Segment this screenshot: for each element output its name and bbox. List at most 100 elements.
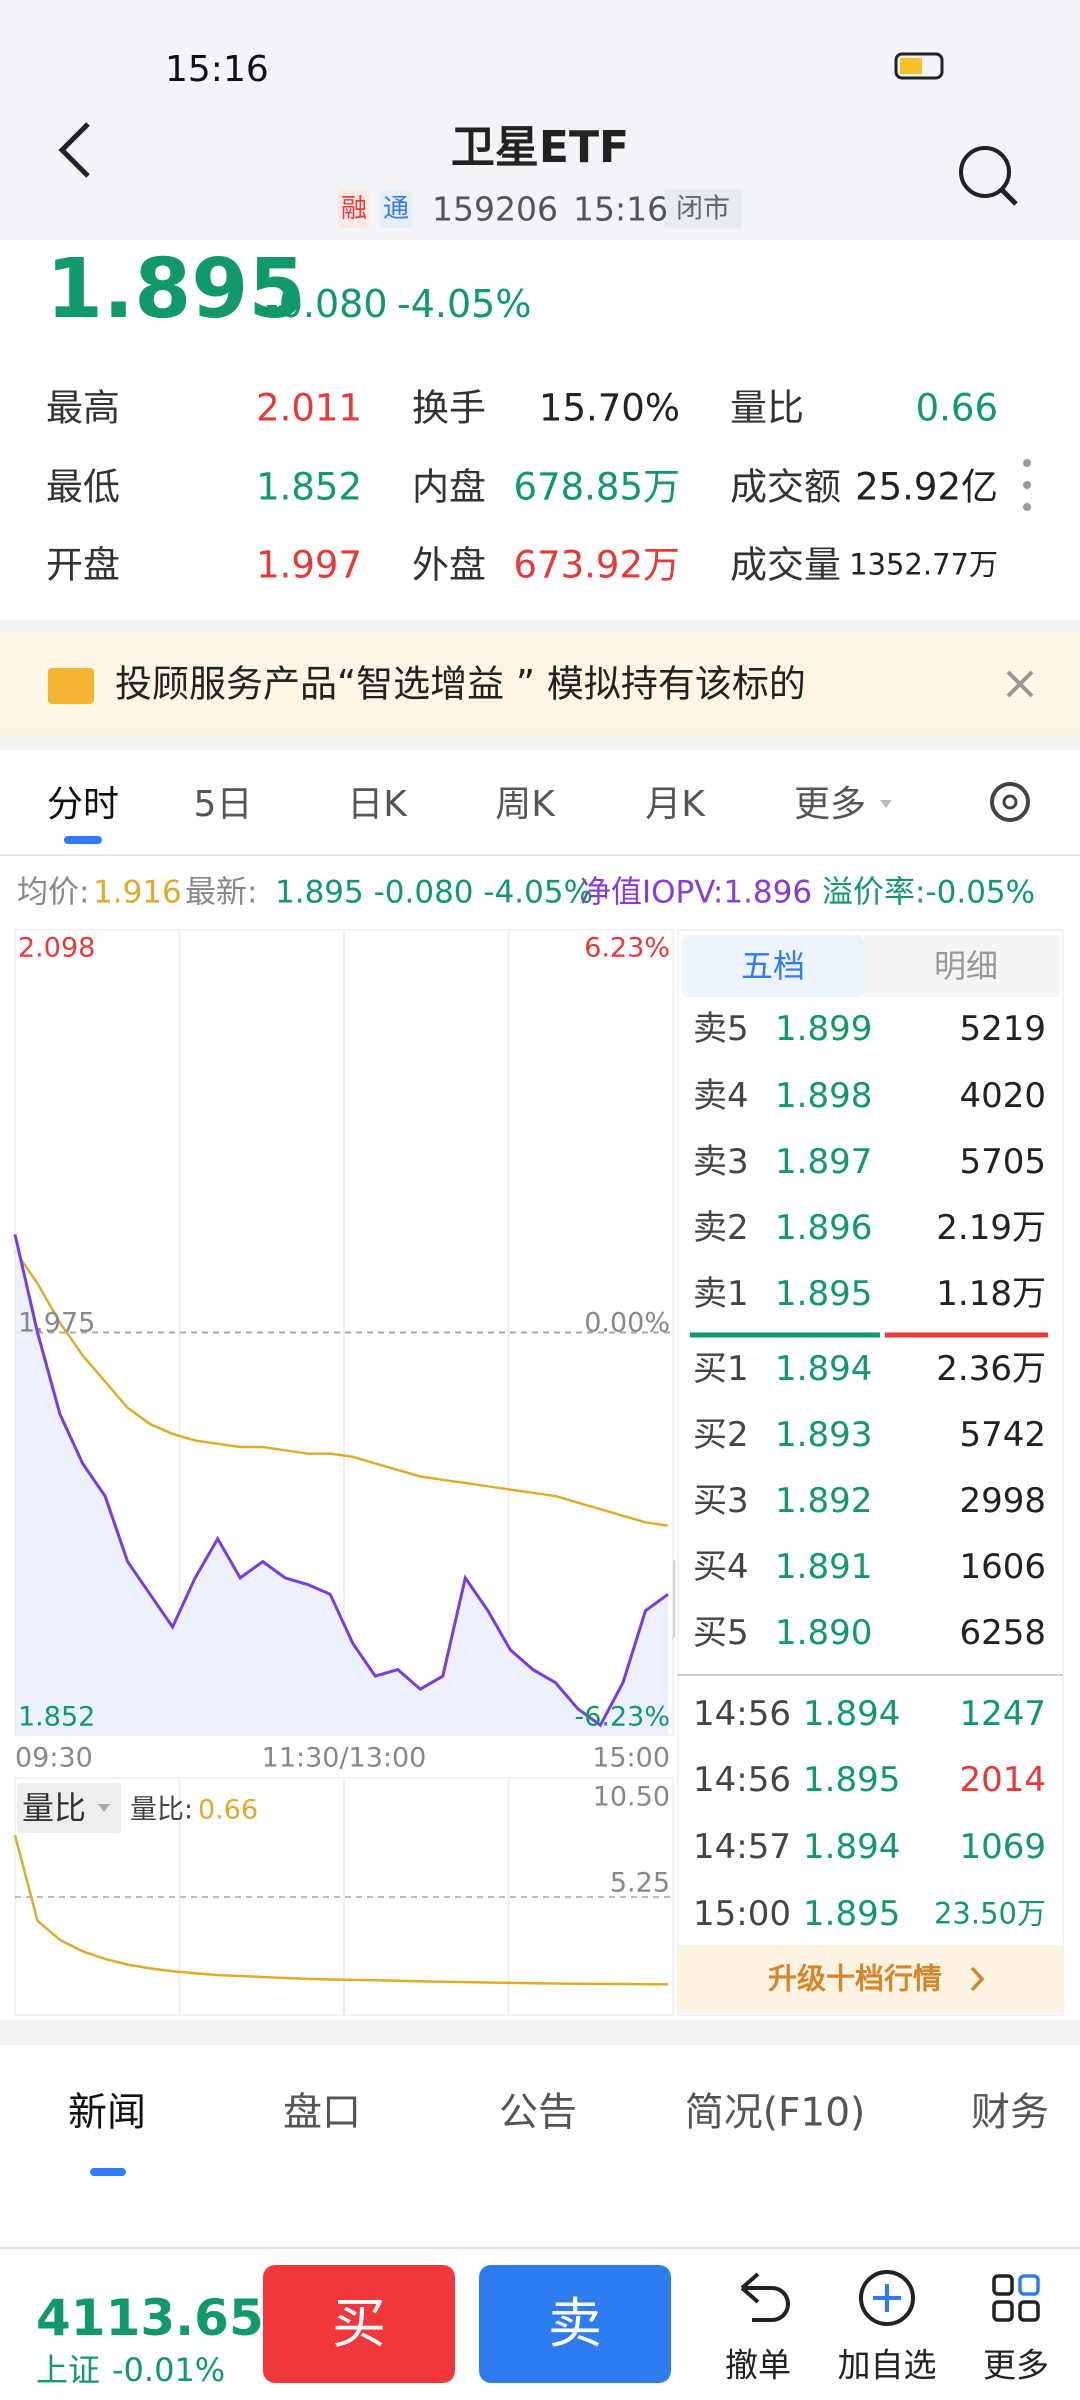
back-icon[interactable] (58, 122, 90, 178)
content-tab[interactable]: 盘口 (282, 2090, 362, 2136)
chart-tab[interactable]: 更多 (793, 784, 867, 825)
book-label: 买5 (693, 1613, 749, 1653)
cancel-icon[interactable] (740, 2272, 790, 2322)
banner-text[interactable]: 投顾服务产品“智选增益 ” 模拟持有该标的 (115, 662, 806, 706)
trade-volume: 23.50万 (933, 1896, 1046, 1931)
book-volume: 2.19万 (936, 1208, 1046, 1248)
book-price: 1.892 (775, 1481, 873, 1521)
status-bg (664, 189, 742, 229)
order-tab (864, 935, 1060, 997)
book-volume: 5219 (959, 1009, 1046, 1049)
trade-price: 1.894 (803, 1694, 901, 1734)
volume-ratio-line (13, 1834, 669, 1986)
book-volume: 2998 (959, 1481, 1046, 1521)
x-tick-label: 11:30/13:00 (261, 1742, 427, 1774)
stat-label: 换手 (412, 386, 486, 430)
book-volume: 6258 (959, 1613, 1046, 1653)
chart-tab[interactable]: 周K (495, 784, 555, 825)
book-label: 卖5 (693, 1009, 749, 1049)
more-icon[interactable] (992, 2274, 1014, 2296)
book-volume: 1.18万 (936, 1274, 1046, 1314)
tag: 融 (340, 194, 368, 224)
content-tab[interactable]: 简况(F10) (684, 2090, 866, 2136)
order-tab[interactable]: 五档 (740, 947, 806, 985)
more-icon (992, 2300, 1014, 2322)
y-tick-label: 1.852 (18, 1701, 96, 1733)
battery (894, 52, 944, 80)
book-label: 卖2 (693, 1208, 749, 1248)
trade-time: 14:56 (693, 1760, 791, 1800)
info-avg: 1.916 (93, 874, 182, 911)
menu-dot[interactable] (1023, 459, 1031, 467)
info-latest: 1.895 -0.080 -4.05% (275, 874, 594, 911)
stat-value: 2.011 (256, 386, 362, 430)
add-icon[interactable] (859, 2270, 915, 2326)
book-price: 1.893 (775, 1415, 873, 1455)
chart-tab[interactable]: 月K (645, 784, 705, 825)
content-tab[interactable]: 新闻 (67, 2090, 147, 2136)
stat-value: 1352.77万 (849, 547, 998, 582)
stat-label: 外盘 (412, 543, 486, 587)
content-tab[interactable]: 财务 (970, 2090, 1050, 2136)
trade-time: 14:56 (693, 1694, 791, 1734)
stat-value: 25.92亿 (855, 465, 998, 509)
book-volume: 2.36万 (936, 1349, 1046, 1389)
action-label[interactable]: 更多 (983, 2345, 1049, 2385)
y-tick-label: 1.975 (18, 1307, 96, 1338)
trade-volume: 1069 (959, 1827, 1046, 1867)
stat-label: 成交额 (730, 465, 841, 509)
y-tick-label: 2.098 (18, 932, 96, 964)
settings-icon (1002, 794, 1018, 810)
y2-tick-label: 0.00% (584, 1307, 670, 1338)
indicator[interactable]: 量比 (22, 1789, 87, 1827)
settings-icon[interactable] (990, 782, 1030, 822)
book-volume: 4020 (959, 1076, 1046, 1116)
avg-line (13, 1249, 669, 1527)
content-tab[interactable]: 公告 (498, 2090, 578, 2136)
index-name: 上证 (36, 2351, 101, 2389)
sell-button[interactable] (479, 2265, 671, 2383)
book-price: 1.899 (775, 1009, 873, 1049)
action-label[interactable]: 撤单 (725, 2345, 791, 2385)
separator (0, 620, 1080, 632)
buy-button[interactable] (263, 2265, 455, 2383)
more-icon (1018, 2300, 1040, 2322)
price-area (15, 1234, 668, 1735)
battery (900, 58, 922, 74)
buy-label[interactable]: 买 (332, 2292, 386, 2355)
header-bg (0, 0, 1080, 240)
upgrade[interactable]: 升级十档行情 (767, 1961, 943, 1996)
book-price: 1.895 (775, 1274, 873, 1314)
search-icon[interactable] (959, 146, 1011, 198)
trade-price: 1.895 (803, 1894, 901, 1934)
chart-tab[interactable]: 分时 (46, 784, 120, 825)
more-icon (1018, 2274, 1040, 2296)
menu-dot (1023, 503, 1031, 511)
index-change: -0.01% (112, 2351, 226, 2389)
book-price: 1.891 (775, 1547, 873, 1587)
trade-price: 1.895 (803, 1760, 901, 1800)
sell-label[interactable]: 卖 (548, 2292, 602, 2355)
y-tick-label: 5.25 (609, 1867, 670, 1899)
tag-bg (338, 190, 370, 228)
y2-tick-label: 6.23% (584, 932, 670, 964)
close-icon[interactable] (1006, 670, 1034, 698)
book-label: 卖3 (693, 1142, 749, 1182)
stat-label: 量比 (730, 386, 804, 430)
order-tab[interactable]: 明细 (933, 947, 999, 985)
banner-bg (0, 632, 1080, 735)
action-label[interactable]: 加自选 (837, 2345, 937, 2385)
stat-label: 内盘 (412, 465, 486, 509)
separator (0, 2020, 1080, 2045)
legend-value: 0.66 (198, 1794, 259, 1826)
trade-volume: 1247 (959, 1694, 1046, 1734)
chart-tab[interactable]: 5日 (193, 784, 253, 825)
book-volume: 5705 (959, 1142, 1046, 1182)
trade-price: 1.894 (803, 1827, 901, 1867)
upgrade-bg[interactable] (678, 1945, 1063, 2013)
chart-tab[interactable]: 日K (347, 784, 407, 825)
book-price: 1.896 (775, 1208, 873, 1248)
info-latest-label: 最新: (185, 874, 258, 911)
